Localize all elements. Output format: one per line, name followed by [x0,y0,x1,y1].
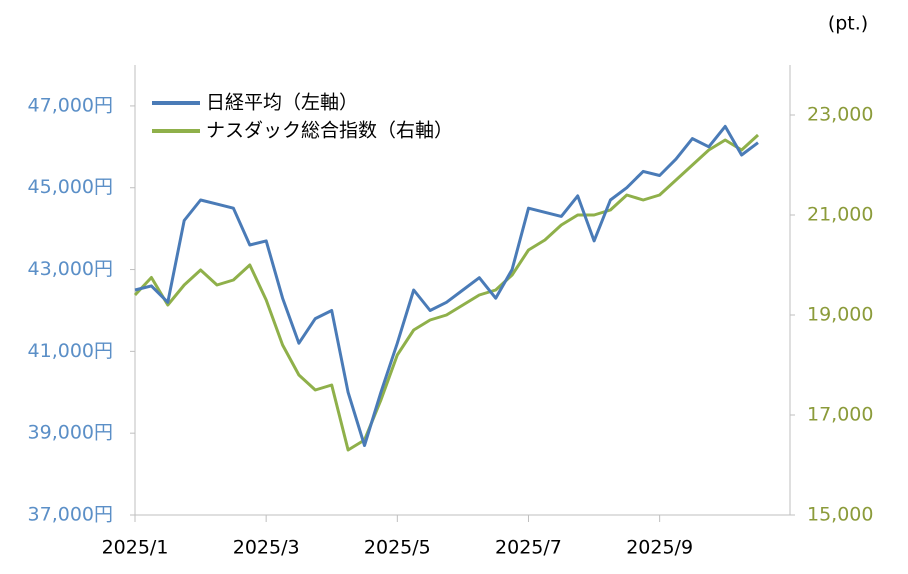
legend-label: ナスダック総合指数（右軸） [206,120,453,142]
y-tick-label: 41,000円 [28,340,113,362]
y-tick-label: 47,000円 [28,94,113,116]
x-tick-label: 2025/5 [364,537,431,559]
y-tick-label: 43,000円 [28,258,113,280]
x-tick-label: 2025/7 [495,537,562,559]
y2-tick-label: 15,000 [807,504,873,526]
y2-tick-label: 23,000 [807,104,873,126]
y-tick-label: 37,000円 [28,504,113,526]
x-tick-label: 2025/3 [233,537,300,559]
x-tick-label: 2025/9 [626,537,693,559]
y2-tick-label: 19,000 [807,304,873,326]
series-line [133,133,760,452]
y-tick-label: 45,000円 [28,176,113,198]
y2-tick-label: 17,000 [807,404,873,426]
y2-tick-label: 21,000 [807,204,873,226]
series-line [134,124,759,447]
y-tick-label: 39,000円 [28,422,113,444]
unit-label: (pt.) [828,13,868,35]
legend-label: 日経平均（左軸） [206,92,358,114]
x-tick-label: 2025/1 [102,537,169,559]
